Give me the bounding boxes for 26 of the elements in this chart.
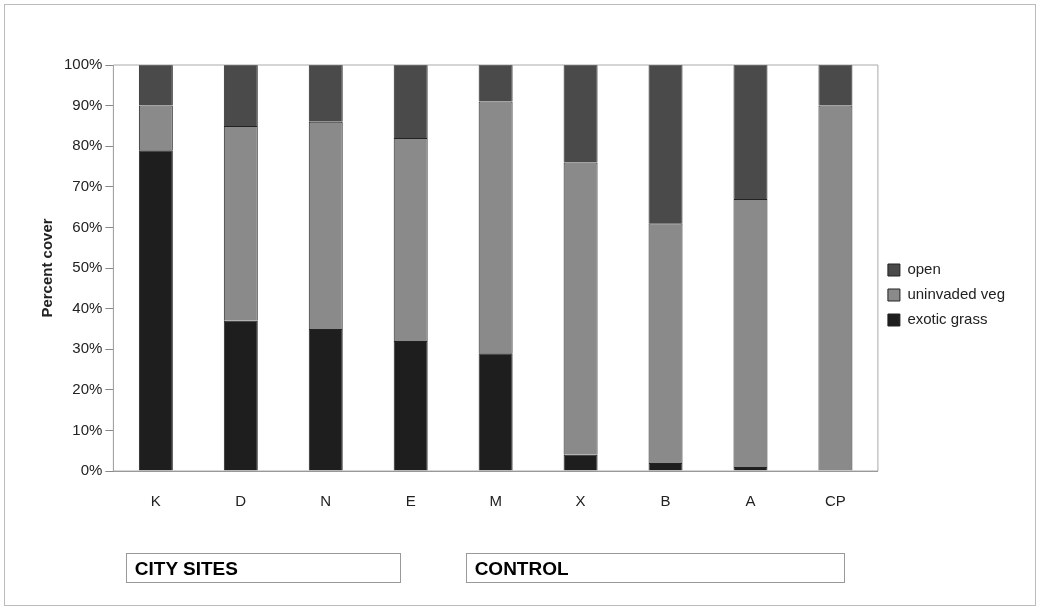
x-tick-label: CP: [825, 492, 846, 510]
y-axis-title: Percent cover: [38, 218, 56, 318]
legend-label: uninvaded veg: [907, 285, 1006, 303]
y-tick-label: 40%: [72, 298, 103, 316]
y-tick-label: 70%: [72, 176, 103, 194]
x-tick-label: N: [320, 492, 332, 510]
y-tick-label: 20%: [72, 379, 103, 397]
y-tick-label: 0%: [80, 461, 103, 479]
y-tick-label: 90%: [72, 95, 103, 113]
text: CONTROL: [465, 553, 846, 583]
y-tick-label: 30%: [72, 339, 103, 357]
x-tick-label: B: [660, 492, 671, 510]
x-tick-label: K: [150, 492, 161, 510]
y-tick-label: 50%: [72, 258, 103, 276]
x-tick-label: E: [405, 492, 416, 510]
x-tick-label: M: [489, 492, 502, 510]
legend-label: open: [907, 260, 941, 278]
legend-label: exotic grass: [907, 310, 988, 328]
y-tick-label: 80%: [72, 136, 103, 154]
x-tick-label: X: [575, 492, 586, 510]
y-tick-label: 10%: [72, 420, 103, 438]
text: CITY SITES: [125, 553, 401, 583]
y-tick-label: 60%: [72, 217, 103, 235]
y-tick-label: 100%: [63, 55, 103, 73]
x-tick-label: A: [745, 492, 756, 510]
x-tick-label: D: [235, 492, 247, 510]
